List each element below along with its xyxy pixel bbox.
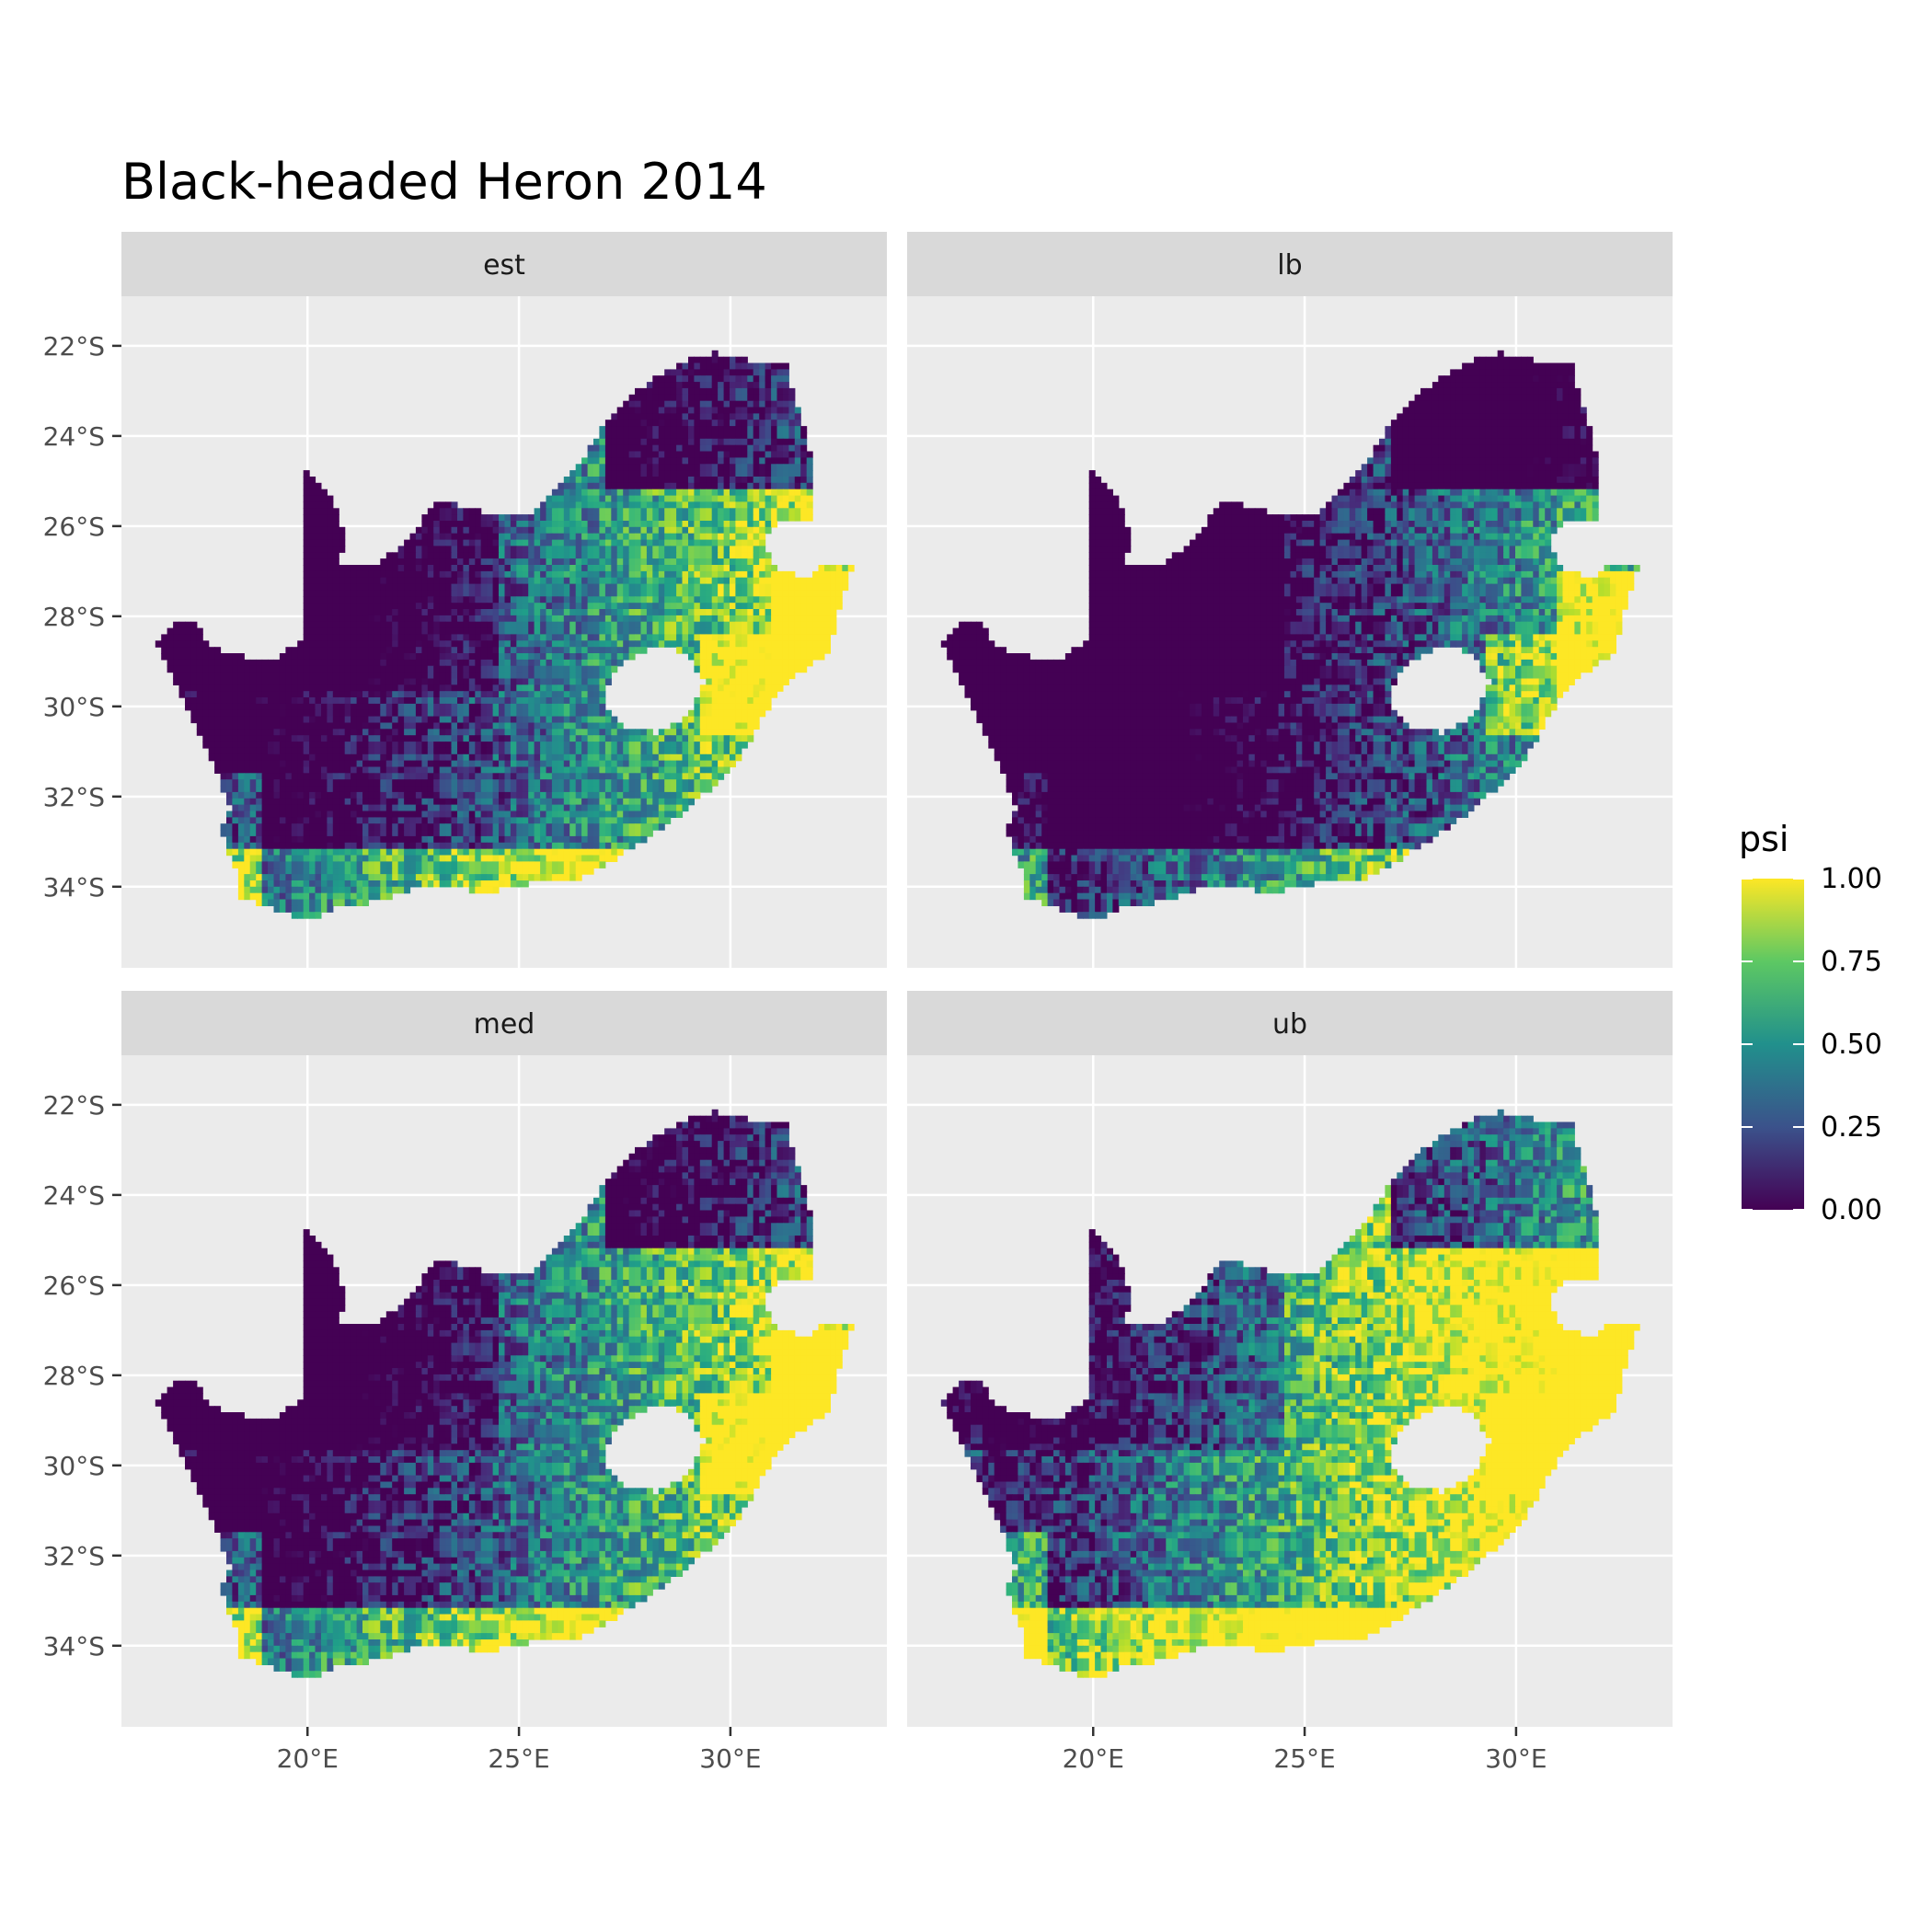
y-tick-label: 24°S [43,421,105,452]
legend-title: psi [1739,819,1788,859]
x-tick-label: 30°E [1485,1743,1547,1774]
x-tick-label: 25°E [488,1743,549,1774]
y-tick-label: 22°S [43,1090,105,1121]
facet-panel-ub: ub 20°E 25°E 30°E [907,991,1673,1774]
y-tick-label: 28°S [43,602,105,632]
y-tick-label: 26°S [43,1271,105,1301]
x-tick-label: 20°E [277,1743,339,1774]
y-tick-label: 32°S [43,1541,105,1571]
y-tick-label: 26°S [43,512,105,542]
facet-strip-label: est [483,249,525,282]
y-tick-label: 30°S [43,692,105,722]
legend-tick-label: 0.25 [1821,1111,1882,1144]
legend-tick-label: 1.00 [1821,863,1882,895]
facet-panels: est 22°S 24°S 26°S 28°S 30°S 32°S 34°S lb med 22°S… [43,232,1673,1774]
legend: psi 1.00 0.75 0.50 0.25 0.00 [1739,819,1882,1226]
y-tick-label: 22°S [43,331,105,362]
x-tick-label: 30°E [699,1743,761,1774]
y-tick-label: 34°S [43,872,105,903]
x-tick-label: 20°E [1063,1743,1124,1774]
facet-strip-label: ub [1272,1008,1307,1041]
y-tick-label: 24°S [43,1180,105,1211]
legend-tick-label: 0.75 [1821,946,1882,978]
facet-strip-label: lb [1277,249,1302,282]
legend-tick-label: 0.00 [1821,1194,1882,1226]
legend-tick-label: 0.50 [1821,1029,1882,1061]
y-tick-label: 30°S [43,1451,105,1481]
facet-panel-med: med 22°S 24°S 26°S 28°S 30°S 32°S 34°S 20°E 25°E 3… [43,991,887,1774]
x-tick-label: 25°E [1273,1743,1335,1774]
y-tick-label: 34°S [43,1631,105,1662]
facet-panel-lb: lb [907,232,1673,968]
facet-strip-label: med [474,1008,535,1041]
y-tick-label: 32°S [43,782,105,812]
y-tick-label: 28°S [43,1361,105,1391]
facet-panel-est: est 22°S 24°S 26°S 28°S 30°S 32°S 34°S [43,232,887,968]
